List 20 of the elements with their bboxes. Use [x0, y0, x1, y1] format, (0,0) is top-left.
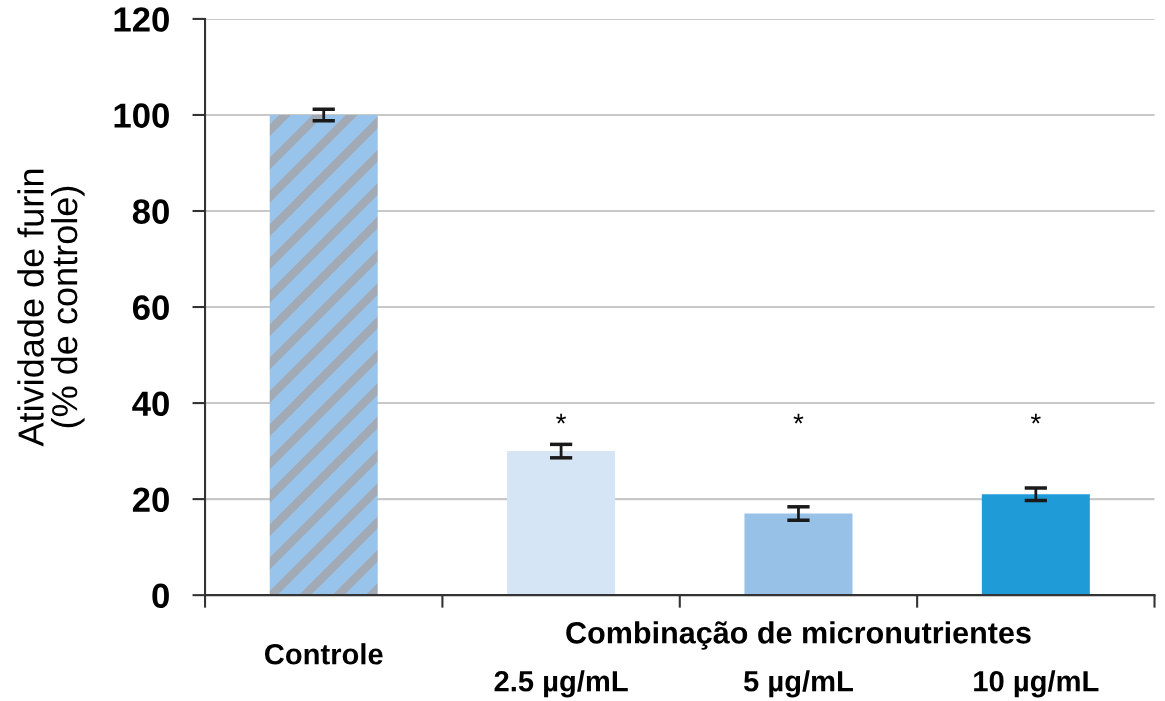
x-tick-label: 5 µg/mL: [743, 670, 853, 698]
y-tick-label: 20: [132, 487, 169, 513]
text: Combinação de micronutrientes: [566, 621, 1031, 650]
bar: [507, 451, 616, 596]
x-tick-label: 10 µg/mL: [974, 670, 1099, 698]
annotation: *: [1030, 413, 1041, 424]
x-tick-label: 2.5 µg/mL: [494, 670, 628, 698]
y-tick-label: 40: [132, 391, 169, 416]
annotation: *: [793, 413, 804, 424]
y-axis-title: Atividade de furin (% de controle): [17, 169, 85, 447]
bar: [744, 513, 853, 596]
annotation: *: [556, 413, 567, 424]
bar: [981, 494, 1090, 596]
y-tick-label: 0: [152, 583, 169, 609]
y-tick-label: 60: [132, 295, 169, 320]
y-tick-label: 100: [114, 103, 169, 128]
y-tick-label: 80: [132, 199, 169, 224]
x-tick-label: Controle: [264, 643, 383, 665]
y-tick-label: 120: [114, 7, 169, 32]
bar: [269, 114, 378, 596]
